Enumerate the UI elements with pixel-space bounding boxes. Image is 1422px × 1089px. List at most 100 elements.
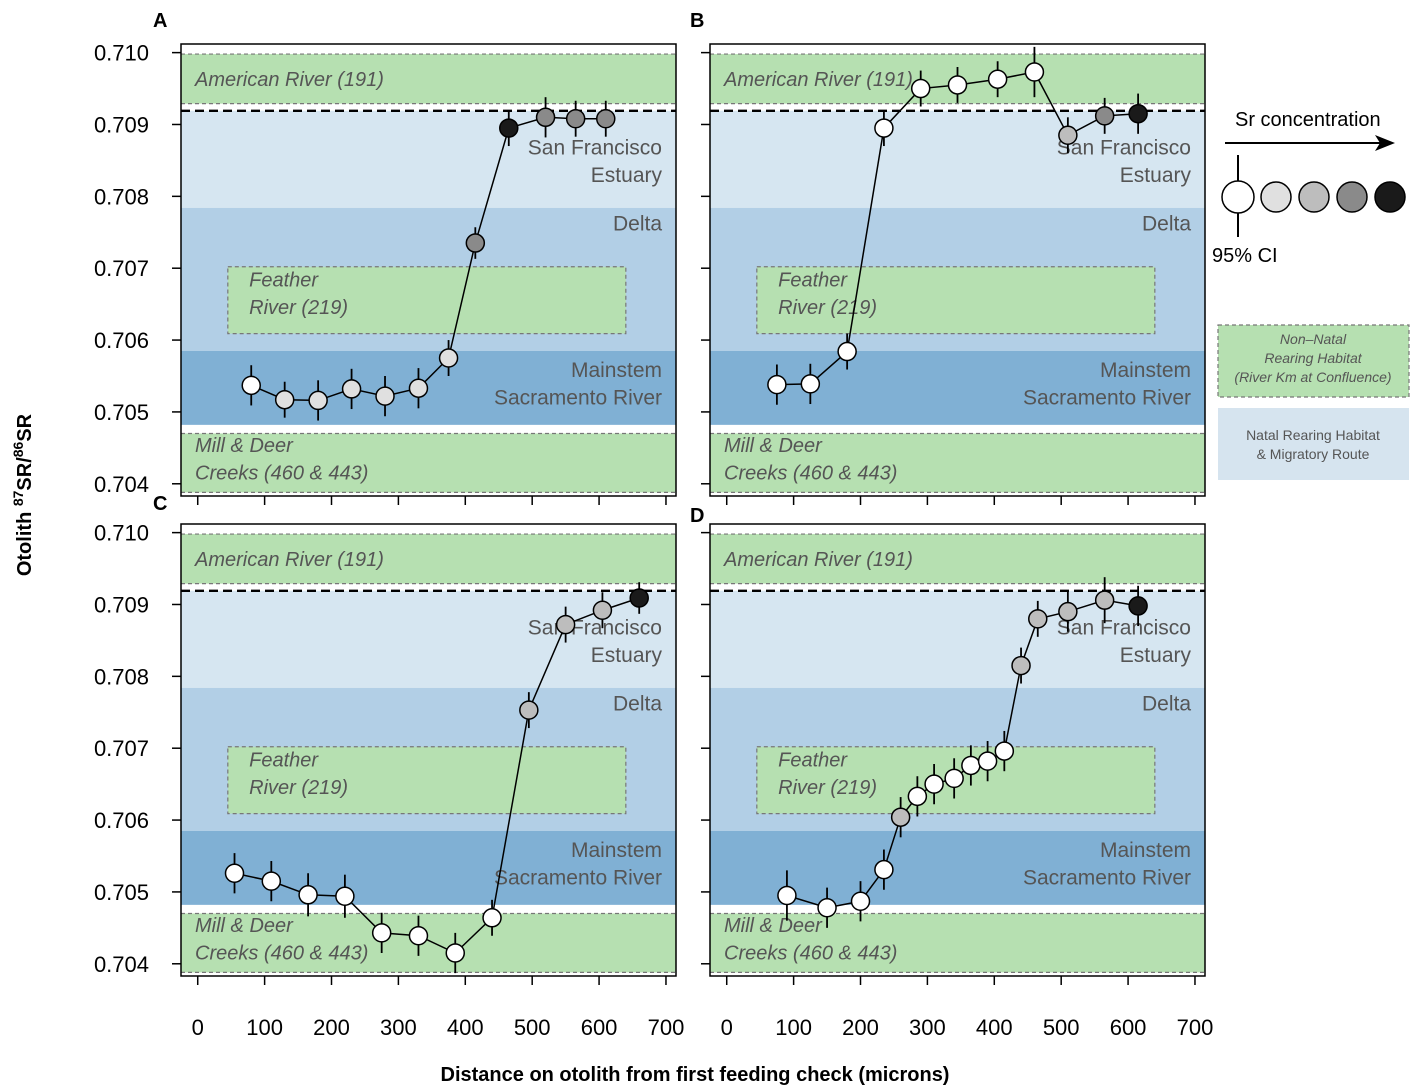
y-tick-label: 0.704: [94, 472, 149, 497]
mill-deer-label-1: Mill & Deer: [724, 435, 823, 457]
data-point: [375, 386, 395, 406]
american-river-label: American River (191): [723, 549, 913, 571]
y-tick-label: 0.709: [94, 592, 149, 617]
data-point: [910, 78, 931, 99]
panel-letter: D: [690, 505, 704, 527]
data-point: [408, 378, 429, 398]
sf-estuary-label-2: Estuary: [1120, 164, 1192, 187]
y-axis-title: Otolith 87SR/86SR: [10, 413, 36, 576]
data-point: [890, 807, 911, 827]
y-tick-label: 0.710: [94, 41, 149, 66]
sf-estuary-label-2: Estuary: [591, 164, 663, 187]
feather-river-label-2: River (219): [249, 777, 348, 799]
x-tick-label: 300: [380, 1015, 417, 1040]
mainstem-label-1: Mainstem: [1100, 839, 1191, 862]
sf-estuary-label-1: San Francisco: [1057, 616, 1191, 639]
data-point: [438, 348, 459, 368]
sr-level-swatch: [1260, 181, 1292, 213]
sr-concentration-title: Sr concentration: [1235, 109, 1381, 131]
data-point: [224, 863, 245, 883]
data-point: [961, 755, 981, 776]
feather-river-label-1: Feather: [778, 270, 848, 292]
data-point: [800, 374, 821, 394]
nonnatal-legend-line2: Rearing Habitat: [1264, 350, 1362, 366]
y-tick-label: 0.709: [94, 112, 149, 137]
mill-deer-label-1: Mill & Deer: [724, 915, 823, 937]
data-point: [994, 741, 1015, 761]
panel-c: American River (191) San Francisco Estuary…: [94, 493, 684, 1040]
sf-estuary-band: [710, 590, 1205, 688]
mainstem-label-1: Mainstem: [1100, 359, 1191, 382]
x-tick-label: 100: [246, 1015, 283, 1040]
feather-river-label-2: River (219): [249, 297, 348, 319]
data-point: [850, 891, 871, 912]
mainstem-band: [710, 350, 1205, 425]
panel-frame: [709, 523, 1206, 977]
y-tick-label: 0.704: [94, 952, 149, 977]
natal-legend-line2: & Migratory Route: [1257, 446, 1370, 462]
data-point: [874, 118, 894, 138]
y-tick-label: 0.705: [94, 400, 149, 425]
mainstem-label-2: Sacramento River: [1023, 387, 1191, 410]
data-point: [241, 375, 261, 396]
natal-legend-line1: Natal Rearing Habitat: [1246, 427, 1380, 443]
delta-label: Delta: [1142, 693, 1191, 716]
american-river-label: American River (191): [723, 69, 913, 91]
x-tick-label: 200: [842, 1015, 879, 1040]
sf-estuary-label-1: San Francisco: [528, 136, 662, 159]
panel-letter: B: [690, 10, 704, 32]
american-river-band: [181, 534, 676, 584]
mill-deer-label-2: Creeks (460 & 443): [195, 462, 368, 484]
sr-level-swatch: [1336, 181, 1368, 213]
mainstem-label-1: Mainstem: [571, 359, 662, 382]
panel-frame: [180, 523, 677, 977]
sr-legend-circles: [1221, 180, 1406, 214]
x-tick-label: 500: [514, 1015, 551, 1040]
x-tick-label: 0: [721, 1015, 733, 1040]
panel-letter: A: [153, 10, 167, 32]
x-tick-label: 700: [1177, 1015, 1214, 1040]
data-point: [1128, 103, 1148, 124]
sr-level-swatch: [1374, 181, 1406, 213]
nonnatal-legend-swatch: [1217, 324, 1410, 398]
data-point: [924, 774, 944, 794]
data-point: [907, 786, 928, 807]
delta-label: Delta: [613, 213, 662, 236]
feather-river-label-1: Feather: [249, 270, 319, 292]
data-point: [817, 897, 837, 918]
data-point: [767, 374, 787, 395]
mill-deer-label-2: Creeks (460 & 443): [724, 942, 897, 964]
x-tick-label: 700: [648, 1015, 685, 1040]
x-tick-label: 200: [313, 1015, 350, 1040]
x-tick-label: 600: [581, 1015, 618, 1040]
sf-estuary-label-1: San Francisco: [1057, 136, 1191, 159]
x-tick-label: 500: [1043, 1015, 1080, 1040]
x-tick-label: 100: [775, 1015, 812, 1040]
mill-deer-band: [710, 913, 1205, 973]
american-river-band: [181, 54, 676, 104]
feather-river-label-1: Feather: [249, 750, 319, 772]
data-point: [335, 886, 355, 906]
sf-estuary-label-2: Estuary: [1120, 644, 1192, 667]
feather-river-box: [227, 746, 627, 815]
x-axis-title: Distance on otolith from first feeding c…: [441, 1064, 950, 1086]
mainstem-label-2: Sacramento River: [494, 867, 662, 890]
data-point: [1094, 106, 1115, 126]
feather-river-label-2: River (219): [778, 777, 877, 799]
data-point: [1058, 125, 1078, 146]
ci-legend-label: 95% CI: [1212, 245, 1278, 267]
data-point: [1011, 655, 1031, 676]
data-point: [837, 341, 857, 362]
data-point: [408, 926, 429, 946]
sf-estuary-band: [181, 110, 676, 208]
panel-frame: [709, 43, 1206, 497]
data-point: [977, 751, 998, 771]
data-point: [592, 600, 613, 620]
american-river-band: [710, 534, 1205, 584]
feather-river-box: [756, 266, 1156, 335]
sr-level-swatch: [1221, 180, 1255, 214]
y-tick-label: 0.707: [94, 256, 149, 281]
x-tick-label: 400: [447, 1015, 484, 1040]
delta-label: Delta: [613, 693, 662, 716]
data-point: [371, 923, 392, 943]
